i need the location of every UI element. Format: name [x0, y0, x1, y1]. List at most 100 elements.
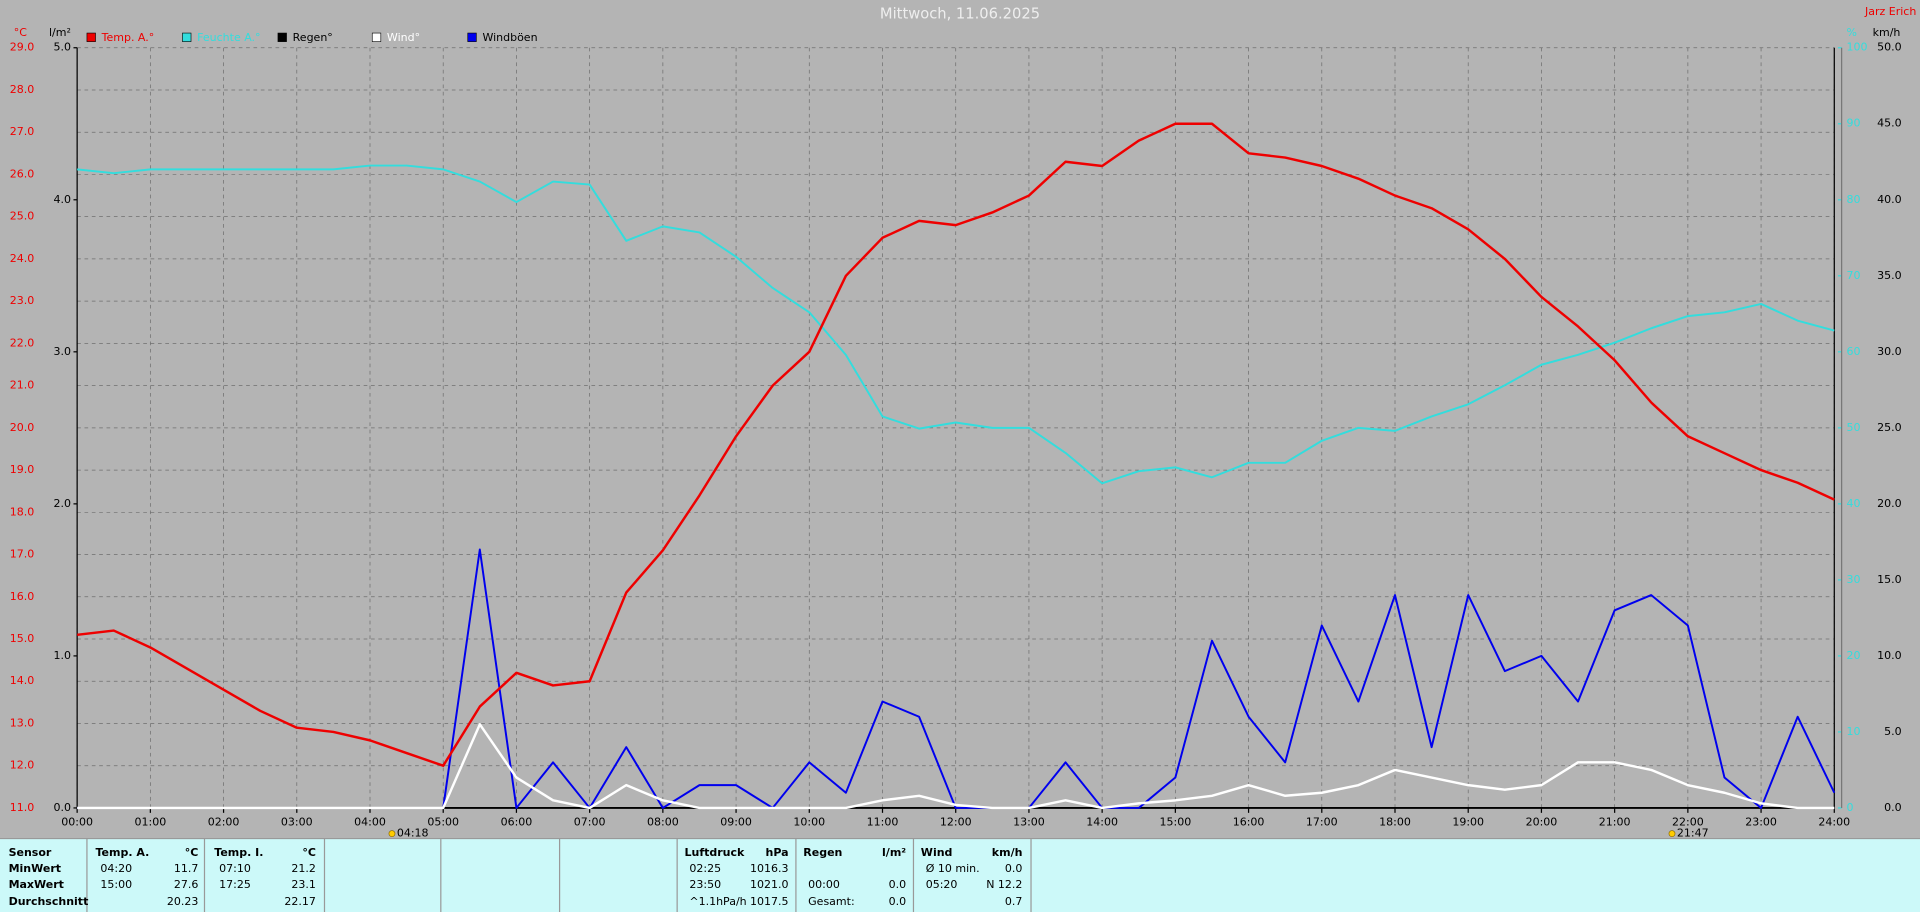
cell-value: 22.17 [284, 895, 316, 908]
legend-swatch [467, 32, 477, 42]
cell-time: 05:20 [926, 878, 958, 891]
x-tick-label: 17:00 [1306, 816, 1338, 829]
x-tick-label: 22:00 [1672, 816, 1704, 829]
sun-marker [388, 830, 396, 838]
humidity-tick-label: 100 [1847, 41, 1868, 54]
x-tick-label: 05:00 [427, 816, 459, 829]
humidity-tick-label: 70 [1847, 269, 1861, 282]
wind-tick-label: 50.0 [1877, 41, 1902, 54]
cell-value: 1021.0 [750, 878, 789, 891]
legend-label: Feuchte A.° [197, 31, 260, 44]
wind-tick-label: 10.0 [1877, 649, 1902, 662]
x-tick-label: 04:00 [354, 816, 386, 829]
legend-label: Wind° [387, 31, 420, 44]
y-tick-label: 26.0 [10, 167, 35, 180]
y-tick-label: 20.0 [10, 421, 35, 434]
background [0, 0, 1920, 839]
humidity-tick-label: 80 [1847, 193, 1861, 206]
y-tick-label: 24.0 [10, 252, 35, 265]
x-tick-label: 18:00 [1379, 816, 1411, 829]
y-tick-label: 18.0 [10, 505, 35, 518]
series-line [77, 122, 1835, 767]
cell-value: 11.7 [174, 862, 199, 875]
cell-value: 1016.3 [750, 862, 789, 875]
wind-axis-unit: km/h [1873, 26, 1901, 39]
y-tick-label: 19.0 [10, 463, 35, 476]
group-unit: l/m² [882, 846, 906, 859]
x-tick-label: 13:00 [1013, 816, 1045, 829]
group-unit: °C [185, 846, 199, 859]
group-title: Temp. A. [96, 846, 150, 859]
cell-value: N 12.2 [986, 878, 1022, 891]
sun-marker [1668, 830, 1676, 838]
chart-title: Mittwoch, 11.06.2025 [880, 6, 1040, 23]
cell-time: Ø 10 min. [926, 862, 980, 875]
humidity-tick-label: 40 [1847, 497, 1861, 510]
wind-tick-label: 35.0 [1877, 269, 1902, 282]
x-tick-label: 15:00 [1160, 816, 1192, 829]
group-title: Temp. I. [214, 846, 263, 859]
y-tick-label: 25.0 [10, 210, 35, 223]
sun-event-label: 04:18 [397, 827, 429, 840]
cell-value: 27.6 [174, 878, 199, 891]
legend-label: Windböen [482, 31, 537, 44]
legend-label: Regen° [293, 31, 333, 44]
cell-time: 23:50 [689, 878, 721, 891]
cell-time: 00:00 [808, 878, 840, 891]
cell-time: 07:10 [219, 862, 251, 875]
y-tick-label: 27.0 [10, 125, 35, 138]
x-tick-label: 14:00 [1086, 816, 1118, 829]
x-tick-label: 07:00 [574, 816, 606, 829]
rain-axis-unit: l/m² [49, 26, 71, 39]
y-tick-label: 14.0 [10, 674, 35, 687]
cell-value: 21.2 [291, 862, 316, 875]
humidity-tick-label: 50 [1847, 421, 1861, 434]
group-unit: hPa [766, 846, 789, 859]
cell-value: 0.0 [889, 895, 907, 908]
x-tick-label: 06:00 [501, 816, 533, 829]
x-tick-label: 11:00 [867, 816, 899, 829]
y-tick-label: 13.0 [10, 716, 35, 729]
cell-time: ^1.1hPa/h [689, 895, 746, 908]
wind-tick-label: 20.0 [1877, 497, 1902, 510]
humidity-tick-label: 0 [1847, 801, 1854, 814]
y-tick-label: 17.0 [10, 548, 35, 561]
cell-value: 0.0 [889, 878, 907, 891]
humidity-tick-label: 20 [1847, 649, 1861, 662]
series-line [77, 164, 1835, 485]
rain-tick-label: 0.0 [54, 801, 72, 814]
legend-swatch [86, 32, 96, 42]
y-axis-unit: °C [14, 26, 28, 39]
legend-swatch [182, 32, 192, 42]
x-tick-label: 02:00 [208, 816, 240, 829]
rain-tick-label: 2.0 [54, 497, 72, 510]
x-tick-label: 23:00 [1745, 816, 1777, 829]
x-tick-label: 19:00 [1452, 816, 1484, 829]
wind-tick-label: 5.0 [1884, 725, 1902, 738]
group-unit: °C [302, 846, 316, 859]
y-tick-label: 12.0 [10, 759, 35, 772]
author: Jarz Erich [1864, 5, 1916, 18]
x-tick-label: 08:00 [647, 816, 679, 829]
rain-tick-label: 5.0 [54, 41, 72, 54]
wind-tick-label: 25.0 [1877, 421, 1902, 434]
y-tick-label: 23.0 [10, 294, 35, 307]
cell-value: 1017.5 [750, 895, 789, 908]
cell-value: 23.1 [291, 878, 316, 891]
row-label: MinWert [9, 862, 61, 875]
cell-time: 04:20 [100, 862, 132, 875]
wind-tick-label: 0.0 [1884, 801, 1902, 814]
cell-value: 20.23 [167, 895, 199, 908]
x-tick-label: 21:00 [1599, 816, 1631, 829]
legend-swatch [277, 32, 287, 42]
y-tick-label: 29.0 [10, 41, 35, 54]
x-tick-label: 09:00 [720, 816, 752, 829]
y-tick-label: 21.0 [10, 379, 35, 392]
y-tick-label: 16.0 [10, 590, 35, 603]
cell-value: 0.7 [1005, 895, 1023, 908]
rain-tick-label: 4.0 [54, 193, 72, 206]
x-tick-label: 20:00 [1526, 816, 1558, 829]
legend-swatch [371, 32, 382, 42]
x-tick-label: 16:00 [1233, 816, 1265, 829]
